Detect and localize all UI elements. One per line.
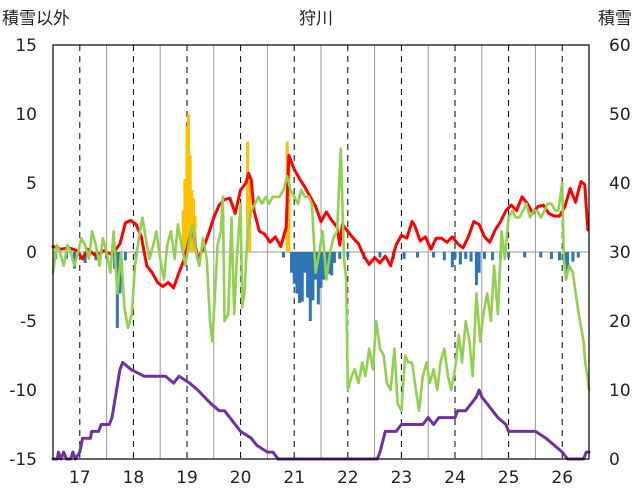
x-tick-label: 24 [444, 468, 466, 488]
right-tick-label: 10 [609, 381, 631, 401]
bar-mark [181, 210, 185, 252]
bar-mark [319, 252, 323, 288]
bar-mark [415, 252, 419, 258]
bar-mark [482, 252, 486, 259]
x-tick-label: 19 [176, 468, 198, 488]
left-tick-label: 10 [15, 105, 37, 125]
right-tick-label: 0 [609, 450, 620, 470]
bar-mark [287, 169, 291, 252]
series-line [51, 153, 590, 290]
bar-mark [303, 252, 307, 273]
x-tick-label: 22 [337, 468, 359, 488]
bar-mark [311, 252, 315, 301]
right-axis-ticks: 0 10 20 30 40 50 60 [609, 36, 631, 470]
bar-mark [442, 252, 446, 261]
bar-mark [491, 252, 495, 261]
bar-mark [308, 252, 312, 321]
x-tick-label: 21 [283, 468, 305, 488]
x-tick-label: 25 [498, 468, 520, 488]
bar-mark [295, 252, 299, 294]
bar-mark [185, 126, 189, 252]
x-axis-ticks: 17 18 19 20 21 22 23 24 25 26 [69, 468, 573, 488]
right-tick-label: 30 [609, 243, 631, 263]
bar-mark [576, 252, 580, 258]
bar-mark [450, 252, 454, 268]
bar-mark [464, 252, 468, 259]
bar-mark [332, 252, 336, 264]
chart-title: 狩川 [299, 9, 333, 29]
plot-frame [52, 44, 590, 460]
left-tick-label: 0 [26, 243, 37, 263]
series-line [51, 147, 591, 412]
left-tick-label: 5 [26, 174, 37, 194]
bar-mark [298, 252, 302, 304]
bar-mark [281, 252, 285, 258]
bar-mark [330, 252, 334, 276]
x-tick-label: 23 [391, 468, 413, 488]
right-tick-label: 60 [609, 36, 631, 56]
bar-mark [539, 252, 543, 258]
x-tick-label: 26 [551, 468, 573, 488]
left-tick-label: -10 [9, 381, 37, 401]
right-tick-label: 20 [609, 312, 631, 332]
x-tick-label: 17 [69, 468, 91, 488]
bar-mark [306, 252, 310, 298]
bar-mark [187, 114, 191, 252]
right-tick-label: 40 [609, 174, 631, 194]
bar-mark [549, 252, 553, 259]
left-tick-label: 15 [15, 36, 37, 56]
series-line [51, 360, 591, 461]
bar-mark [83, 252, 87, 264]
bar-mark [338, 252, 342, 259]
bar-mark [346, 252, 350, 258]
bar-mark [300, 252, 304, 302]
bar-mark [292, 252, 296, 284]
bar-mark [469, 252, 473, 262]
bar-mark [190, 189, 194, 252]
bar-mark [558, 252, 562, 261]
bar-mark [474, 252, 478, 286]
bar-mark [402, 252, 406, 259]
bar-mark [324, 252, 328, 269]
left-axis-ticks: -15 -10 -5 0 5 10 15 [9, 36, 37, 470]
bar-mark [183, 178, 187, 252]
left-axis-label: 積雪以外 [2, 9, 70, 29]
right-tick-label: 50 [609, 105, 631, 125]
bar-mark [458, 252, 462, 265]
bar-mark [571, 252, 575, 262]
lines-layer [51, 147, 591, 461]
left-tick-label: -5 [20, 312, 37, 332]
left-tick-label: -15 [9, 450, 37, 470]
right-axis-label: 積雪 [598, 9, 632, 29]
bar-mark [566, 252, 570, 273]
bar-mark [322, 252, 326, 280]
bar-mark [507, 252, 511, 258]
bar-mark [523, 252, 527, 258]
x-tick-label: 20 [230, 468, 252, 488]
bar-mark [188, 155, 192, 252]
bar-mark [290, 252, 294, 273]
bar-mark [477, 252, 481, 273]
bar-mark [316, 252, 320, 305]
bar-mark [72, 252, 76, 269]
bar-mark [453, 252, 457, 259]
bar-mark [432, 252, 436, 258]
bar-mark [123, 252, 127, 261]
x-tick-label: 18 [123, 468, 145, 488]
bar-mark [246, 141, 250, 252]
bar-mark [378, 252, 382, 258]
